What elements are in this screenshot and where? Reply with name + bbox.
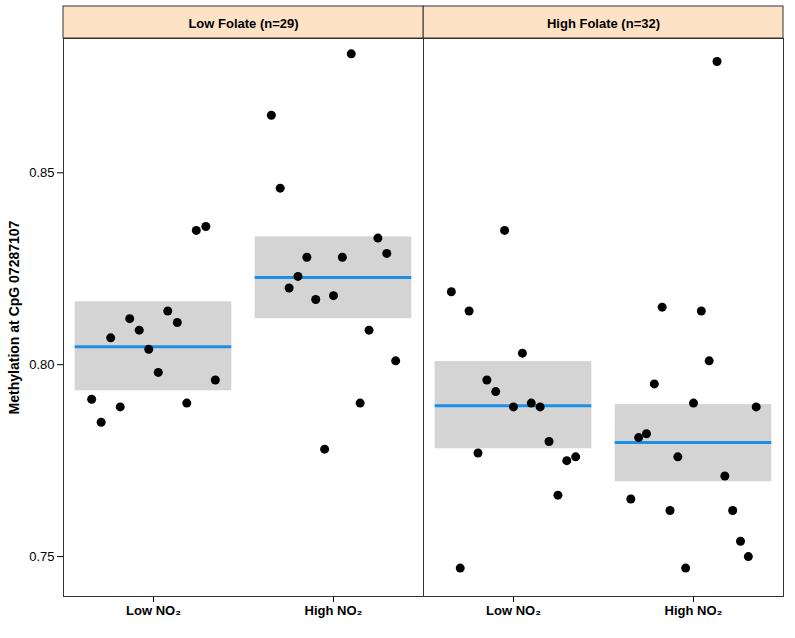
svg-text:Low NO₂: Low NO₂: [126, 603, 181, 618]
svg-text:High NO₂: High NO₂: [305, 603, 363, 618]
svg-text:Methylation at CpG 07287107: Methylation at CpG 07287107: [6, 220, 22, 414]
svg-text:Low Folate (n=29): Low Folate (n=29): [188, 16, 298, 31]
svg-text:0.85: 0.85: [29, 165, 54, 180]
svg-text:0.80: 0.80: [29, 357, 54, 372]
svg-text:0.75: 0.75: [29, 549, 54, 564]
svg-text:High NO₂: High NO₂: [665, 603, 723, 618]
svg-text:High Folate (n=32): High Folate (n=32): [547, 16, 660, 31]
svg-text:Low NO₂: Low NO₂: [486, 603, 541, 618]
